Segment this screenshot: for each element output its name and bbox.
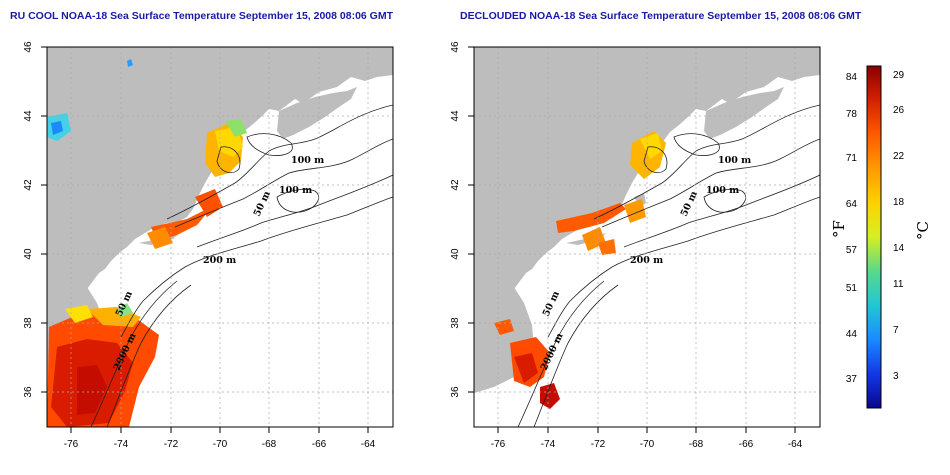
lon-tick-label: -70	[640, 439, 655, 450]
fahrenheit-tick-label: 44	[846, 329, 858, 340]
nova-scotia	[277, 87, 357, 139]
lat-tick-label: 46	[450, 41, 461, 53]
lat-tick-label: 42	[450, 179, 461, 191]
bathymetry-contours	[517, 104, 820, 427]
bathymetry-contours	[90, 104, 393, 427]
colorbar-scale	[866, 65, 882, 409]
graticule	[47, 47, 393, 427]
fahrenheit-tick-label: 37	[846, 374, 858, 385]
lat-tick-label: 40	[23, 248, 34, 260]
lat-tick-label: 40	[450, 248, 461, 260]
contour-label: 100 m	[718, 155, 751, 166]
lat-tick-label: 38	[450, 317, 461, 329]
lon-tick-labels: -76 -74 -72 -70 -68 -66 -64	[64, 439, 376, 450]
lat-tick-label: 38	[23, 317, 34, 329]
lat-tick-label: 44	[450, 110, 461, 122]
lat-tick-label: 42	[23, 179, 34, 191]
celsius-tick-label: 7	[893, 325, 899, 336]
lon-tick-label: -76	[491, 439, 506, 450]
celsius-tick-label: 22	[893, 151, 905, 162]
lat-tick-label: 36	[450, 386, 461, 398]
colorbar: 84 78 71 64 57 51 44 37 29 26 22 18 14 1…	[830, 65, 932, 409]
lon-tick-label: -66	[312, 439, 327, 450]
celsius-tick-label: 11	[893, 279, 904, 290]
panel-title-left: RU COOL NOAA-18 Sea Surface Temperature …	[10, 10, 394, 22]
sst-swaths-right	[494, 131, 666, 409]
contour-label: 200 m	[203, 255, 236, 266]
lon-tick-label: -66	[739, 439, 754, 450]
fahrenheit-unit-label: °F	[830, 220, 848, 238]
lon-tick-label: -70	[213, 439, 228, 450]
lon-tick-label: -74	[541, 439, 556, 450]
axis-ticks	[41, 46, 369, 433]
north-america-landmass	[474, 47, 820, 393]
contour-label: 100 m	[706, 185, 739, 196]
contour-label: 100 m	[291, 155, 324, 166]
celsius-tick-label: 3	[893, 371, 899, 382]
fahrenheit-tick-label: 64	[846, 199, 858, 210]
lon-tick-label: -68	[689, 439, 704, 450]
lon-tick-label: -72	[591, 439, 606, 450]
celsius-tick-label: 14	[893, 243, 905, 254]
lat-tick-label: 36	[23, 386, 34, 398]
lon-tick-label: -68	[262, 439, 277, 450]
lon-tick-labels: -76 -74 -72 -70 -68 -66 -64	[491, 439, 803, 450]
celsius-ticks: 29 26 22 18 14 11 7 3	[893, 70, 905, 382]
lon-tick-label: -72	[164, 439, 179, 450]
lon-tick-label: -76	[64, 439, 79, 450]
north-america-landmass	[47, 47, 393, 393]
graticule	[474, 47, 820, 427]
lat-tick-label: 44	[23, 110, 34, 122]
contour-label: 100 m	[279, 185, 312, 196]
lat-tick-labels: 46 44 42 40 38 36	[23, 41, 34, 398]
lat-tick-label: 46	[23, 41, 34, 53]
map-panel-left: 100 m 100 m 50 m 200 m 50 m 2000 m	[23, 41, 394, 450]
contour-label: 200 m	[630, 255, 663, 266]
axis-ticks	[468, 46, 796, 433]
lat-tick-labels: 46 44 42 40 38 36	[450, 41, 461, 398]
lon-tick-label: -64	[361, 439, 376, 450]
fahrenheit-tick-label: 84	[846, 72, 858, 83]
celsius-tick-label: 18	[893, 197, 905, 208]
fahrenheit-tick-label: 51	[846, 283, 858, 294]
panel-title-right: DECLOUDED NOAA-18 Sea Surface Temperatur…	[460, 10, 862, 22]
fahrenheit-tick-label: 71	[846, 153, 858, 164]
map-panel-right: 100 m 100 m 50 m 200 m 50 m 2000 m	[450, 41, 821, 450]
fahrenheit-tick-label: 57	[846, 245, 858, 256]
lon-tick-label: -74	[114, 439, 129, 450]
nova-scotia	[704, 87, 784, 139]
fahrenheit-ticks: 84 78 71 64 57 51 44 37	[846, 72, 858, 385]
celsius-unit-label: °C	[914, 221, 932, 240]
fahrenheit-tick-label: 78	[846, 109, 858, 120]
celsius-tick-label: 26	[893, 105, 905, 116]
lon-tick-label: -64	[788, 439, 803, 450]
celsius-tick-label: 29	[893, 70, 905, 81]
